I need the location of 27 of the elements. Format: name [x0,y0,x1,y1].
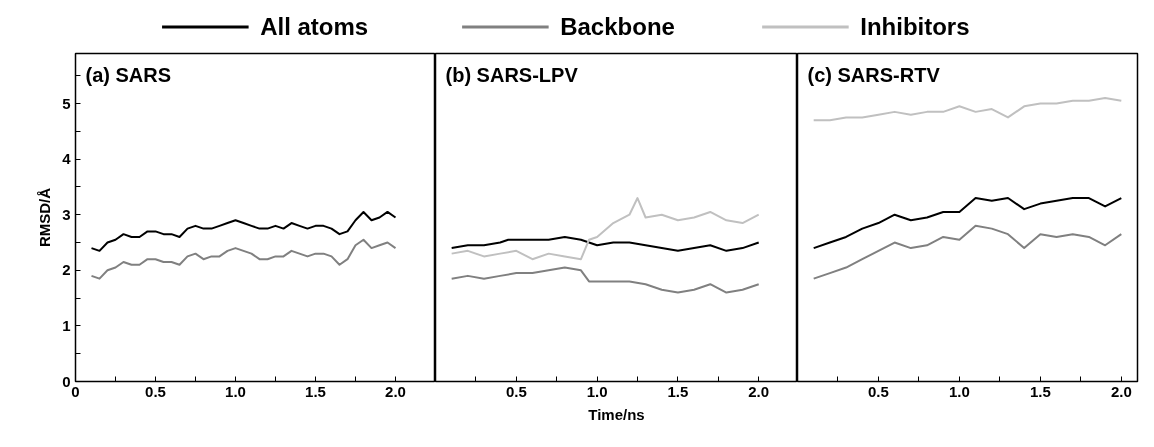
text: (a) SARS [85,63,172,86]
x-tick-label: 1.5 [667,382,689,400]
x-tick-label: 1.0 [225,382,246,400]
line-series [90,210,397,252]
y-tick-label: 2 [62,261,71,279]
legend-label: All atoms [260,13,369,41]
line-series [90,238,397,280]
y-tick-label: 1 [62,316,71,334]
y-tick-label: 5 [62,94,71,112]
text: (c) SARS-RTV [807,63,941,86]
x-tick-label: 2.0 [1110,382,1132,400]
x-tick-label: 2.0 [748,382,770,400]
y-tick-label: 3 [62,205,71,223]
legend-label: Inhibitors [860,13,970,41]
x-tick-label: 0.5 [868,382,889,400]
legend-label: Backbone [560,13,675,41]
x-tick-label: 2.0 [385,382,406,400]
x-tick-label: 1.0 [948,382,970,400]
y-axis-title: RMSD/Å [36,187,54,248]
x-tick-label: 0.5 [505,382,527,400]
x-tick-label: 1.5 [305,382,326,400]
x-tick-label: 1.5 [1029,382,1051,400]
text: (b) SARS-LPV [445,63,579,86]
y-tick-label: 4 [62,150,72,168]
x-tick-label: 1.0 [586,382,608,400]
x-tick-label: 0.5 [145,382,166,400]
x-axis-title: Time/ns [588,405,645,423]
